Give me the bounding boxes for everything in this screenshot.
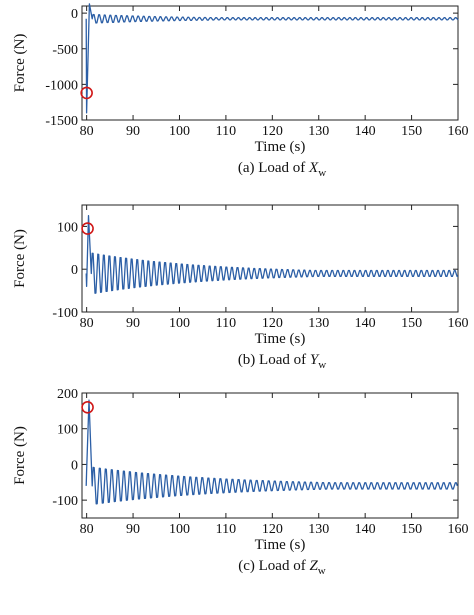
x-tick-label: 160 xyxy=(448,522,469,537)
x-tick-label: 90 xyxy=(126,124,140,139)
x-axis-label: Time (s) xyxy=(255,537,306,553)
x-axis-label: Time (s) xyxy=(255,331,306,347)
y-tick-label: -500 xyxy=(52,43,78,58)
chart-panel-2: 80 90 100 110 120 130 140 150 160 100 0 -100 Force (… xyxy=(12,204,469,371)
x-tick-label: 100 xyxy=(169,522,190,537)
series-line xyxy=(85,215,458,294)
x-tick-label: 150 xyxy=(401,316,422,331)
peak-marker-circle xyxy=(81,400,94,414)
plot-frame xyxy=(81,204,459,313)
y-tick-label: 200 xyxy=(57,387,78,402)
truncated-footnote xyxy=(0,606,474,615)
y-tick-label: -100 xyxy=(52,494,78,509)
panel-caption: (c) Load of Zw xyxy=(238,558,326,577)
y-tick-label: 100 xyxy=(57,423,78,438)
x-tick-label: 150 xyxy=(401,124,422,139)
x-tick-label: 80 xyxy=(80,522,94,537)
y-tick-label: 100 xyxy=(57,220,78,235)
plot-frame xyxy=(81,5,459,121)
y-tick-label: -1000 xyxy=(45,78,78,93)
x-tick-label: 90 xyxy=(126,522,140,537)
peak-marker-circle xyxy=(80,86,93,100)
x-tick-label: 80 xyxy=(80,124,94,139)
x-tick-label: 120 xyxy=(262,522,283,537)
chart-panel-1: 80 90 100 110 120 130 140 150 160 0 -500 -1000 -1500… xyxy=(12,3,469,179)
x-axis-label: Time (s) xyxy=(255,139,306,155)
x-tick-label: 110 xyxy=(216,522,236,537)
series-line xyxy=(85,399,458,505)
x-tick-label: 120 xyxy=(262,124,283,139)
x-tick-label: 150 xyxy=(401,522,422,537)
x-tick-label: 100 xyxy=(169,124,190,139)
y-tick-label: -1500 xyxy=(45,114,78,129)
y-axis-label: Force (N) xyxy=(12,34,28,93)
y-tick-label: 0 xyxy=(71,263,78,278)
x-tick-label: 120 xyxy=(262,316,283,331)
y-axis-label: Force (N) xyxy=(12,426,28,485)
x-tick-label: 160 xyxy=(448,124,469,139)
plot-frame xyxy=(81,392,459,519)
x-tick-label: 110 xyxy=(216,124,236,139)
x-tick-label: 140 xyxy=(355,124,376,139)
y-axis-label: Force (N) xyxy=(12,229,28,288)
x-tick-label: 80 xyxy=(80,316,94,331)
panel-caption: (a) Load of Xw xyxy=(238,160,326,179)
y-tick-label: -100 xyxy=(52,306,78,321)
x-tick-label: 140 xyxy=(355,316,376,331)
x-tick-label: 100 xyxy=(169,316,190,331)
y-tick-label: 0 xyxy=(71,458,78,473)
x-tick-label: 110 xyxy=(216,316,236,331)
panel-caption: (b) Load of Yw xyxy=(238,352,326,371)
x-tick-label: 130 xyxy=(308,522,329,537)
x-tick-label: 140 xyxy=(355,522,376,537)
x-tick-label: 130 xyxy=(308,124,329,139)
x-tick-label: 160 xyxy=(448,316,469,331)
series-line xyxy=(85,3,459,114)
peak-marker-circle xyxy=(81,222,94,235)
x-tick-label: 90 xyxy=(126,316,140,331)
x-tick-label: 130 xyxy=(308,316,329,331)
y-tick-label: 0 xyxy=(71,7,78,22)
chart-panel-3: 80 90 100 110 120 130 140 150 160 200 100 0 -100 Forc… xyxy=(12,387,469,577)
